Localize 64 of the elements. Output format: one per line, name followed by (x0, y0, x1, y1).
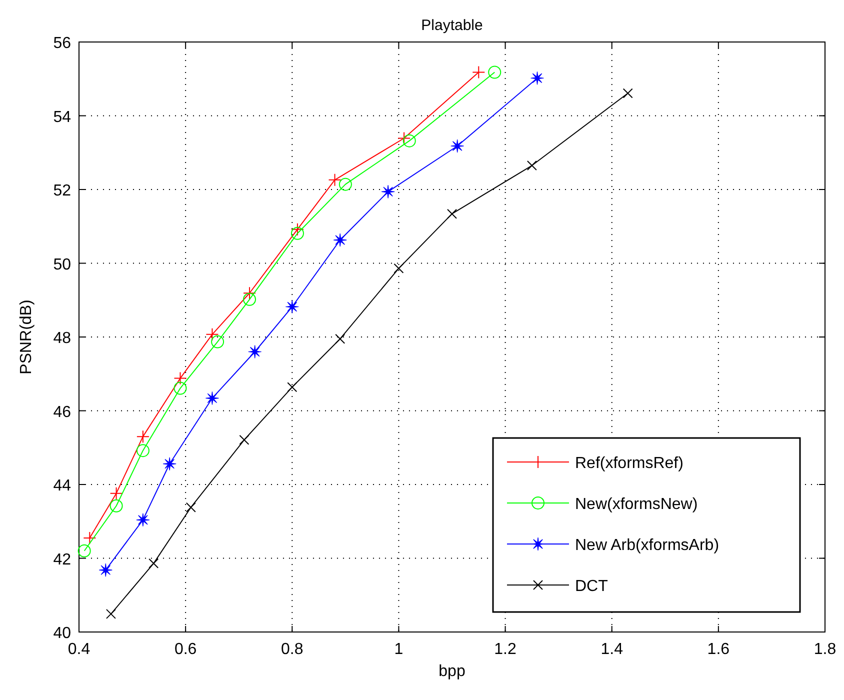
legend-label: Ref(xformsRef) (575, 455, 684, 472)
x-tick-label: 0.4 (68, 641, 90, 658)
point (211, 335, 224, 348)
point (248, 344, 262, 359)
point (148, 558, 159, 568)
point (239, 434, 250, 445)
point (402, 134, 416, 148)
point (106, 608, 116, 619)
point (394, 263, 404, 274)
x-tick-label: 1.4 (600, 641, 624, 658)
x-tick-label: 1.8 (814, 641, 836, 658)
y-tick-label: 42 (53, 551, 72, 568)
point (450, 139, 464, 153)
point (136, 513, 150, 527)
legend-label: New(xformsNew) (575, 496, 698, 513)
point (488, 66, 502, 79)
point (398, 132, 411, 145)
point (472, 66, 486, 79)
point (243, 292, 256, 306)
point (98, 563, 112, 577)
point (162, 457, 176, 471)
y-tick-label: 52 (53, 182, 72, 200)
y-tick-label: 50 (53, 256, 72, 274)
legend-label: New Arb(xformsArb) (575, 537, 720, 554)
point (174, 382, 187, 395)
y-tick-label: 40 (53, 625, 72, 642)
point (174, 372, 187, 385)
point (290, 226, 304, 240)
point (243, 286, 256, 300)
point (526, 160, 537, 171)
point (136, 430, 150, 444)
point (136, 444, 150, 458)
point (186, 502, 196, 512)
point (110, 486, 123, 500)
x-tick-label: 0.8 (281, 641, 304, 658)
point (335, 334, 346, 344)
y-tick-label: 48 (53, 330, 72, 347)
point (285, 300, 299, 314)
point (447, 208, 457, 219)
y-axis-title: PSNR(dB) (18, 300, 35, 374)
point (290, 222, 304, 236)
x-tick-label: 1 (394, 641, 404, 658)
point (530, 71, 544, 85)
x-axis-title: bpp (438, 663, 466, 680)
point (333, 233, 347, 247)
point (205, 391, 220, 406)
point (78, 544, 91, 558)
point (328, 173, 342, 186)
legend-label: DCT (575, 578, 608, 595)
point (381, 184, 395, 199)
y-tick-label: 56 (53, 35, 72, 52)
point (83, 531, 96, 544)
x-tick-label: 0.6 (174, 641, 197, 658)
point (206, 328, 219, 341)
y-tick-label: 54 (53, 108, 72, 126)
point (622, 88, 633, 98)
x-tick-label: 1.6 (707, 641, 730, 658)
chart-title: Playtable (421, 17, 483, 34)
point (287, 382, 298, 392)
y-tick-label: 44 (53, 478, 72, 494)
point (338, 178, 352, 191)
y-tick-label: 46 (53, 404, 72, 421)
x-tick-label: 1.2 (494, 641, 517, 658)
point (110, 499, 123, 512)
